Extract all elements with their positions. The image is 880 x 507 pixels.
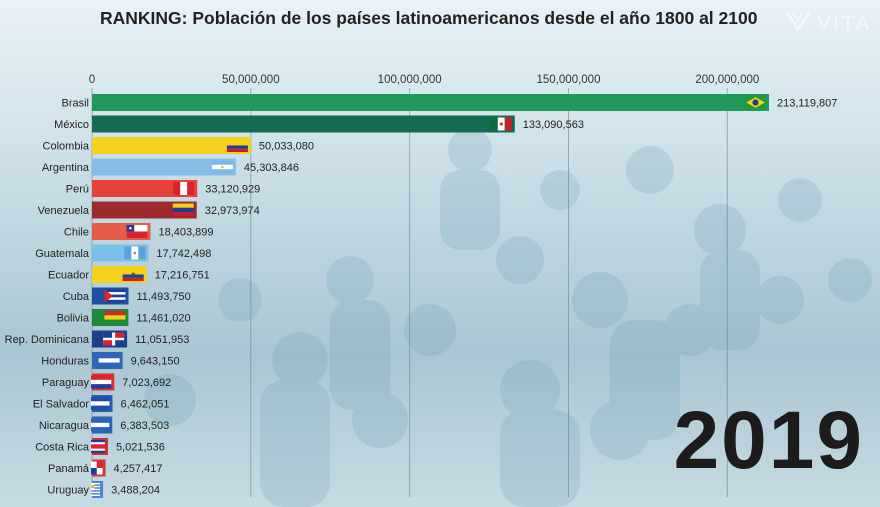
category-label: Paraguay: [42, 377, 90, 389]
value-labels: 213,119,807 133,090,563 50,033,080 45,303,8…: [111, 98, 837, 497]
value-label: 11,051,953: [135, 334, 189, 346]
category-label: Guatemala: [35, 248, 90, 260]
vita-logo-text: VITA: [817, 12, 872, 35]
value-label: 11,461,020: [136, 313, 190, 325]
value-label: 18,403,899: [158, 227, 213, 239]
category-label: Argentina: [42, 162, 90, 174]
brazil-flag-icon: [745, 96, 766, 109]
value-label: 3,488,204: [111, 485, 160, 497]
value-label: 9,643,150: [131, 356, 180, 368]
x-tick-label: 0: [89, 74, 95, 86]
peru-flag-icon: [173, 182, 195, 195]
value-label: 4,257,417: [114, 463, 163, 475]
bar-0: [92, 94, 769, 111]
value-label: 11,493,750: [137, 291, 191, 303]
value-label: 5,021,536: [116, 442, 165, 454]
value-label: 17,742,498: [156, 248, 211, 260]
value-label: 50,033,080: [259, 141, 314, 153]
category-label: Ecuador: [48, 270, 89, 282]
bar-1: [92, 115, 515, 133]
venezuela-flag-icon: [172, 203, 194, 217]
value-label: 6,462,051: [121, 399, 170, 411]
argentina-flag-icon: [211, 160, 233, 174]
category-label: Cuba: [63, 291, 90, 303]
value-label: 7,023,692: [122, 377, 171, 389]
guatemala-flag-icon: [124, 246, 146, 260]
vita-logo: VITA: [785, 10, 872, 38]
x-tick-label: 100,000,000: [378, 74, 442, 86]
cuba-flag-icon: [104, 289, 126, 303]
value-label: 33,120,929: [205, 184, 260, 196]
value-label: 133,090,563: [523, 119, 584, 131]
category-label: Bolivia: [57, 313, 90, 325]
value-label: 17,216,751: [155, 270, 210, 282]
colombia-flag-icon: [226, 139, 248, 152]
category-label: Chile: [64, 227, 89, 239]
category-label: Costa Rica: [35, 442, 90, 454]
category-label: Venezuela: [38, 205, 90, 217]
x-tick-label: 50,000,000: [222, 74, 280, 86]
bar-4: [92, 180, 198, 197]
paraguay-flag-icon: [91, 375, 112, 389]
ecuador-flag-icon: [122, 268, 144, 281]
category-label: Brasil: [61, 98, 89, 110]
dominican-republic-flag-icon: [103, 332, 125, 346]
category-labels: Brasil México Colombia Argentina Perú Venezue…: [5, 98, 90, 497]
vita-logo-icon: [785, 10, 811, 38]
bars: [91, 94, 769, 498]
category-label: Honduras: [41, 356, 89, 368]
bar-5: [92, 201, 197, 219]
nicaragua-flag-icon: [91, 418, 110, 432]
value-label: 213,119,807: [777, 98, 837, 110]
value-label: 32,973,974: [205, 205, 260, 217]
panama-flag-icon: [91, 461, 103, 475]
category-label: México: [54, 119, 89, 131]
category-label: Uruguay: [47, 485, 89, 497]
category-label: Colombia: [43, 141, 90, 153]
x-tick-label: 150,000,000: [537, 74, 601, 86]
category-label: El Salvador: [33, 399, 90, 411]
honduras-flag-icon: [98, 354, 120, 367]
category-label: Perú: [66, 184, 89, 196]
category-label: Rep. Dominicana: [5, 334, 90, 346]
costa-rica-flag-icon: [91, 440, 105, 453]
el-salvador-flag-icon: [91, 397, 110, 410]
chile-flag-icon: [126, 225, 148, 238]
bar-2: [92, 137, 251, 154]
category-label: Nicaragua: [39, 420, 90, 432]
bar-3: [92, 158, 236, 176]
value-label: 6,383,503: [120, 420, 169, 432]
value-label: 45,303,846: [244, 162, 299, 174]
bolivia-flag-icon: [104, 311, 126, 324]
x-axis-ticks: 0 50,000,000 100,000,000 150,000,000 200,000…: [89, 74, 760, 86]
chart-title: RANKING: Población de los países latinoa…: [100, 8, 758, 28]
x-tick-label: 200,000,000: [695, 74, 759, 86]
category-label: Panamá: [48, 463, 90, 475]
mexico-flag-icon: [490, 117, 512, 131]
year-label: 2019: [673, 395, 864, 486]
uruguay-flag-icon: [91, 483, 101, 496]
